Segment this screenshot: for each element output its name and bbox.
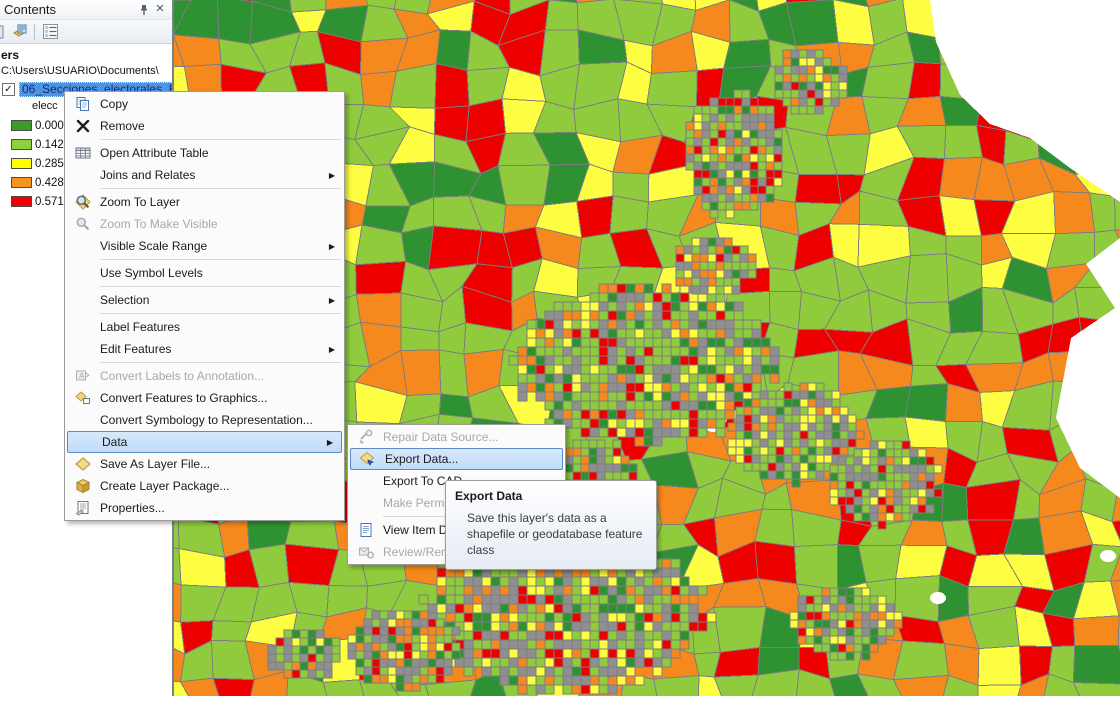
layer-visibility-checkbox[interactable]: ✓ — [2, 83, 15, 96]
menu-item-remove[interactable]: Remove — [66, 115, 343, 137]
menu-item-label: Visible Scale Range — [100, 239, 329, 253]
menu-item-label: Create Layer Package... — [100, 479, 343, 493]
no-icon — [349, 492, 383, 514]
menu-item-convert-features-to-graphics[interactable]: Convert Features to Graphics... — [66, 387, 343, 409]
submenu-arrow-icon: ▶ — [329, 345, 335, 354]
menu-item-data[interactable]: Data▶ — [67, 431, 342, 453]
legend-swatch[interactable] — [11, 177, 32, 188]
legend-swatch[interactable] — [11, 158, 32, 169]
menu-item-open-attribute-table[interactable]: Open Attribute Table — [66, 142, 343, 164]
options-icon[interactable] — [41, 23, 59, 41]
no-icon — [66, 316, 100, 338]
menu-item-selection[interactable]: Selection▶ — [66, 289, 343, 311]
menu-item-label: Copy — [100, 97, 343, 111]
menu-item-properties[interactable]: Properties... — [66, 497, 343, 519]
menu-item-label: Remove — [100, 119, 343, 133]
export-data-tooltip: Export Data Save this layer's data as a … — [445, 480, 657, 570]
menu-item-label: Convert Labels to Annotation... — [100, 369, 343, 383]
pin-icon[interactable] — [136, 2, 152, 17]
properties-icon — [66, 497, 100, 519]
list-by-drawing-order-icon[interactable] — [0, 23, 6, 41]
package-icon — [66, 475, 100, 497]
repair-gray-icon — [349, 426, 383, 448]
menu-item-visible-scale-range[interactable]: Visible Scale Range▶ — [66, 235, 343, 257]
menu-item-label: Properties... — [100, 501, 343, 515]
menu-item-label: Joins and Relates — [100, 168, 329, 182]
export-icon — [351, 448, 385, 470]
no-icon — [66, 164, 100, 186]
legend-swatch[interactable] — [11, 196, 32, 207]
legend-swatch[interactable] — [11, 120, 32, 131]
menu-item-label: Convert Symbology to Representation... — [100, 413, 343, 427]
no-icon — [68, 431, 102, 453]
no-icon — [66, 262, 100, 284]
menu-separator — [100, 259, 341, 260]
toolbar-separator — [34, 24, 35, 40]
submenu-arrow-icon: ▶ — [329, 242, 335, 251]
zoom-icon — [66, 191, 100, 213]
remove-icon — [66, 115, 100, 137]
data-source-path[interactable]: C:\Users\USUARIO\Documents\ — [1, 65, 159, 77]
menu-separator — [100, 313, 341, 314]
table-icon — [66, 142, 100, 164]
close-icon[interactable]: ✕ — [152, 2, 168, 17]
no-icon — [349, 470, 383, 492]
menu-item-export-data[interactable]: Export Data... — [350, 448, 563, 470]
list-by-source-icon[interactable] — [10, 23, 28, 41]
no-icon — [66, 289, 100, 311]
view-item-icon — [349, 519, 383, 541]
copy-icon — [66, 93, 100, 115]
menu-item-label-features[interactable]: Label Features — [66, 316, 343, 338]
menu-item-label: Zoom To Make Visible — [100, 217, 343, 231]
menu-item-joins-and-relates[interactable]: Joins and Relates▶ — [66, 164, 343, 186]
submenu-arrow-icon: ▶ — [329, 171, 335, 180]
menu-item-label: Open Attribute Table — [100, 146, 343, 160]
menu-item-label: Data — [102, 435, 327, 449]
menu-item-create-layer-package[interactable]: Create Layer Package... — [66, 475, 343, 497]
menu-separator — [100, 362, 341, 363]
toc-titlebar: Contents ✕ — [0, 0, 172, 20]
no-icon — [66, 338, 100, 360]
menu-item-label: Repair Data Source... — [383, 430, 564, 444]
menu-item-edit-features[interactable]: Edit Features▶ — [66, 338, 343, 360]
legend-swatch[interactable] — [11, 139, 32, 150]
tooltip-title: Export Data — [455, 489, 647, 503]
no-icon — [66, 409, 100, 431]
menu-separator — [100, 188, 341, 189]
menu-item-label: Save As Layer File... — [100, 457, 343, 471]
menu-item-label: Convert Features to Graphics... — [100, 391, 343, 405]
menu-item-convert-symbology-to-representation[interactable]: Convert Symbology to Representation... — [66, 409, 343, 431]
menu-item-label: Export Data... — [385, 452, 562, 466]
tooltip-body: Save this layer's data as a shapefile or… — [455, 510, 645, 559]
save-layer-icon — [66, 453, 100, 475]
menu-separator — [100, 139, 341, 140]
menu-item-copy[interactable]: Copy — [66, 93, 343, 115]
menu-item-convert-labels-to-annotation: A Convert Labels to Annotation... — [66, 365, 343, 387]
menu-item-label: Zoom To Layer — [100, 195, 343, 209]
rematch-gray-icon — [349, 541, 383, 563]
annotation-gray-icon: A — [66, 365, 100, 387]
menu-separator — [100, 286, 341, 287]
zoom-gray-icon — [66, 213, 100, 235]
layer-context-menu: Copy Remove Open Attribute Table Joins and … — [64, 91, 345, 521]
no-icon — [66, 235, 100, 257]
menu-item-use-symbol-levels[interactable]: Use Symbol Levels — [66, 262, 343, 284]
panel-title: Contents — [4, 2, 136, 17]
menu-item-zoom-to-make-visible: Zoom To Make Visible — [66, 213, 343, 235]
submenu-arrow-icon: ▶ — [327, 438, 333, 447]
graphics-icon — [66, 387, 100, 409]
toc-toolbar — [0, 20, 172, 44]
menu-item-label: Use Symbol Levels — [100, 266, 343, 280]
symbology-field-label: elecc — [32, 100, 58, 112]
menu-item-label: Edit Features — [100, 342, 329, 356]
submenu-arrow-icon: ▶ — [329, 296, 335, 305]
menu-item-label: Label Features — [100, 320, 343, 334]
menu-item-zoom-to-layer[interactable]: Zoom To Layer — [66, 191, 343, 213]
menu-item-save-as-layer-file[interactable]: Save As Layer File... — [66, 453, 343, 475]
svg-text:A: A — [79, 372, 85, 381]
menu-item-label: Selection — [100, 293, 329, 307]
layers-root-label[interactable]: ers — [1, 48, 19, 62]
menu-item-repair-data-source: Repair Data Source... — [349, 426, 564, 448]
